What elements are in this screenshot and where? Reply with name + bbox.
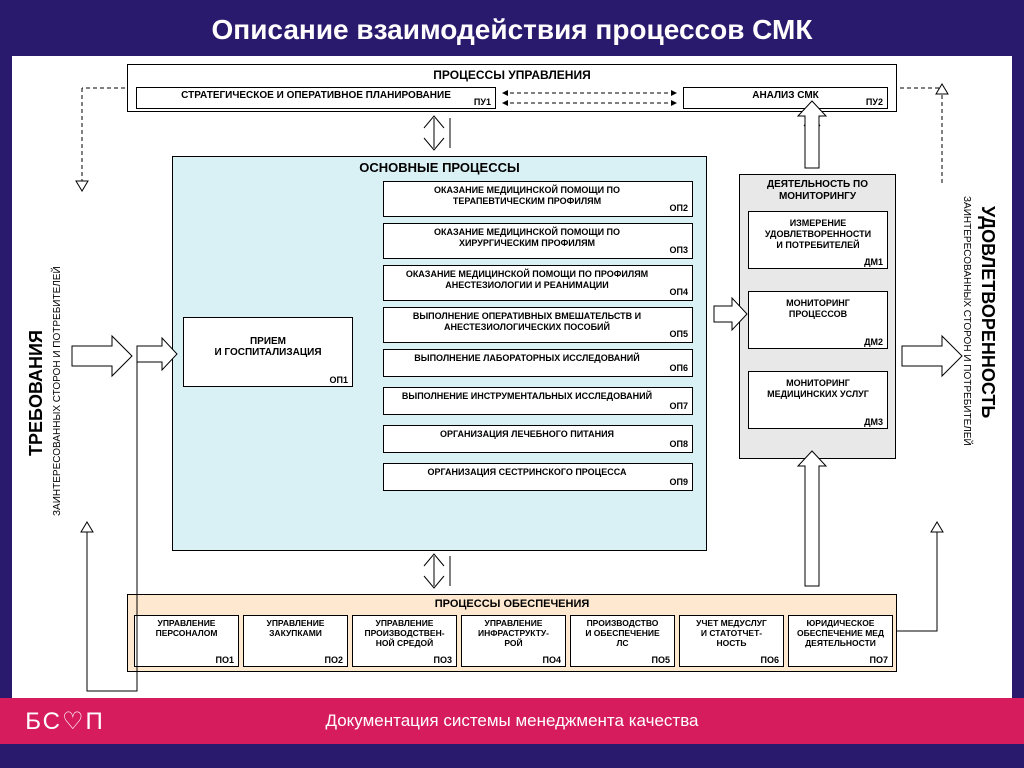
op-box-3: ОКАЗАНИЕ МЕДИЦИНСКОЙ ПОМОЩИ ПО ХИРУРГИЧЕ… [383, 223, 693, 259]
sup-box-6: УЧЕТ МЕДУСЛУГ И СТАТОТЧЕТ- НОСТЬПО6 [679, 615, 784, 667]
sup-title: ПРОЦЕССЫ ОБЕСПЕЧЕНИЯ [128, 595, 896, 613]
op-box-9: ОРГАНИЗАЦИЯ СЕСТРИНСКОГО ПРОЦЕССАОП9 [383, 463, 693, 491]
left-main-label: ТРЕБОВАНИЯ [26, 256, 47, 456]
sup-box-4: УПРАВЛЕНИЕ ИНФРАСТРУКТУ- РОЙПО4 [461, 615, 566, 667]
sup-box-1: УПРАВЛЕНИЕ ПЕРСОНАЛОМПО1 [134, 615, 239, 667]
sup-box-5: ПРОИЗВОДСТВО И ОБЕСПЕЧЕНИЕ ЛСПО5 [570, 615, 675, 667]
page-title: Описание взаимодействия процессов СМК [0, 0, 1024, 56]
mgmt-dashed-arrows [498, 87, 681, 109]
mgmt-title: ПРОЦЕССЫ УПРАВЛЕНИЯ [128, 65, 896, 85]
mgmt-1-label: СТРАТЕГИЧЕСКОЕ И ОПЕРАТИВНОЕ ПЛАНИРОВАНИ… [137, 88, 495, 103]
left-sub-label: ЗАИНТЕРЕСОВАННЫХ СТОРОН И ПОТРЕБИТЕЛЕЙ [52, 196, 63, 516]
op-box-5: ВЫПОЛНЕНИЕ ОПЕРАТИВНЫХ ВМЕШАТЕЛЬСТВ И АН… [383, 307, 693, 343]
right-main-label: УДОВЛЕТВОРЕННОСТЬ [977, 206, 998, 506]
sup-box-3: УПРАВЛЕНИЕ ПРОИЗВОДСТВЕН- НОЙ СРЕДОЙПО3 [352, 615, 457, 667]
mgmt-2-label: АНАЛИЗ СМК [684, 88, 887, 103]
op-box-4: ОКАЗАНИЕ МЕДИЦИНСКОЙ ПОМОЩИ ПО ПРОФИЛЯМ … [383, 265, 693, 301]
reception-box: ПРИЕМ И ГОСПИТАЛИЗАЦИЯ ОП1 [183, 317, 353, 387]
mgmt-1-code: ПУ1 [474, 97, 491, 107]
mon-box-3: МОНИТОРИНГ МЕДИЦИНСКИХ УСЛУГДМ3 [748, 371, 888, 429]
footer: БС♡П Документация системы менеджмента ка… [0, 698, 1024, 744]
diagram-canvas: ТРЕБОВАНИЯ ЗАИНТЕРЕСОВАННЫХ СТОРОН И ПОТ… [12, 56, 1012, 698]
mon-title: ДЕЯТЕЛЬНОСТЬ ПО МОНИТОРИНГУ [740, 175, 895, 207]
section-main: ОСНОВНЫЕ ПРОЦЕССЫ ПРИЕМ И ГОСПИТАЛИЗАЦИЯ… [172, 156, 707, 551]
reception-label: ПРИЕМ И ГОСПИТАЛИЗАЦИЯ [184, 318, 352, 358]
footer-text: Документация системы менеджмента качеств… [130, 711, 1024, 731]
mgmt-box-2: АНАЛИЗ СМК ПУ2 [683, 87, 888, 109]
mgmt-box-1: СТРАТЕГИЧЕСКОЕ И ОПЕРАТИВНОЕ ПЛАНИРОВАНИ… [136, 87, 496, 109]
op-box-7: ВЫПОЛНЕНИЕ ИНСТРУМЕНТАЛЬНЫХ ИССЛЕДОВАНИЙ… [383, 387, 693, 415]
sup-box-7: ЮРИДИЧЕСКОЕ ОБЕСПЕЧЕНИЕ МЕД ДЕЯТЕЛЬНОСТИ… [788, 615, 893, 667]
mon-box-2: МОНИТОРИНГ ПРОЦЕССОВДМ2 [748, 291, 888, 349]
section-management: ПРОЦЕССЫ УПРАВЛЕНИЯ СТРАТЕГИЧЕСКОЕ И ОПЕ… [127, 64, 897, 112]
mgmt-2-code: ПУ2 [866, 97, 883, 107]
sup-box-2: УПРАВЛЕНИЕ ЗАКУПКАМИПО2 [243, 615, 348, 667]
section-monitoring: ДЕЯТЕЛЬНОСТЬ ПО МОНИТОРИНГУ ИЗМЕРЕНИЕ УД… [739, 174, 896, 459]
main-title: ОСНОВНЫЕ ПРОЦЕССЫ [173, 157, 706, 178]
op-box-8: ОРГАНИЗАЦИЯ ЛЕЧЕБНОГО ПИТАНИЯОП8 [383, 425, 693, 453]
op-box-6: ВЫПОЛНЕНИЕ ЛАБОРАТОРНЫХ ИССЛЕДОВАНИЙОП6 [383, 349, 693, 377]
logo: БС♡П [0, 707, 130, 736]
op-box-2: ОКАЗАНИЕ МЕДИЦИНСКОЙ ПОМОЩИ ПО ТЕРАПЕВТИ… [383, 181, 693, 217]
mon-box-1: ИЗМЕРЕНИЕ УДОВЛЕТВОРЕННОСТИ И ПОТРЕБИТЕЛ… [748, 211, 888, 269]
reception-code: ОП1 [330, 375, 348, 385]
section-support: ПРОЦЕССЫ ОБЕСПЕЧЕНИЯ УПРАВЛЕНИЕ ПЕРСОНАЛ… [127, 594, 897, 672]
right-sub-label: ЗАИНТЕРЕСОВАННЫХ СТОРОН И ПОТРЕБИТЕЛЕЙ [961, 196, 972, 516]
